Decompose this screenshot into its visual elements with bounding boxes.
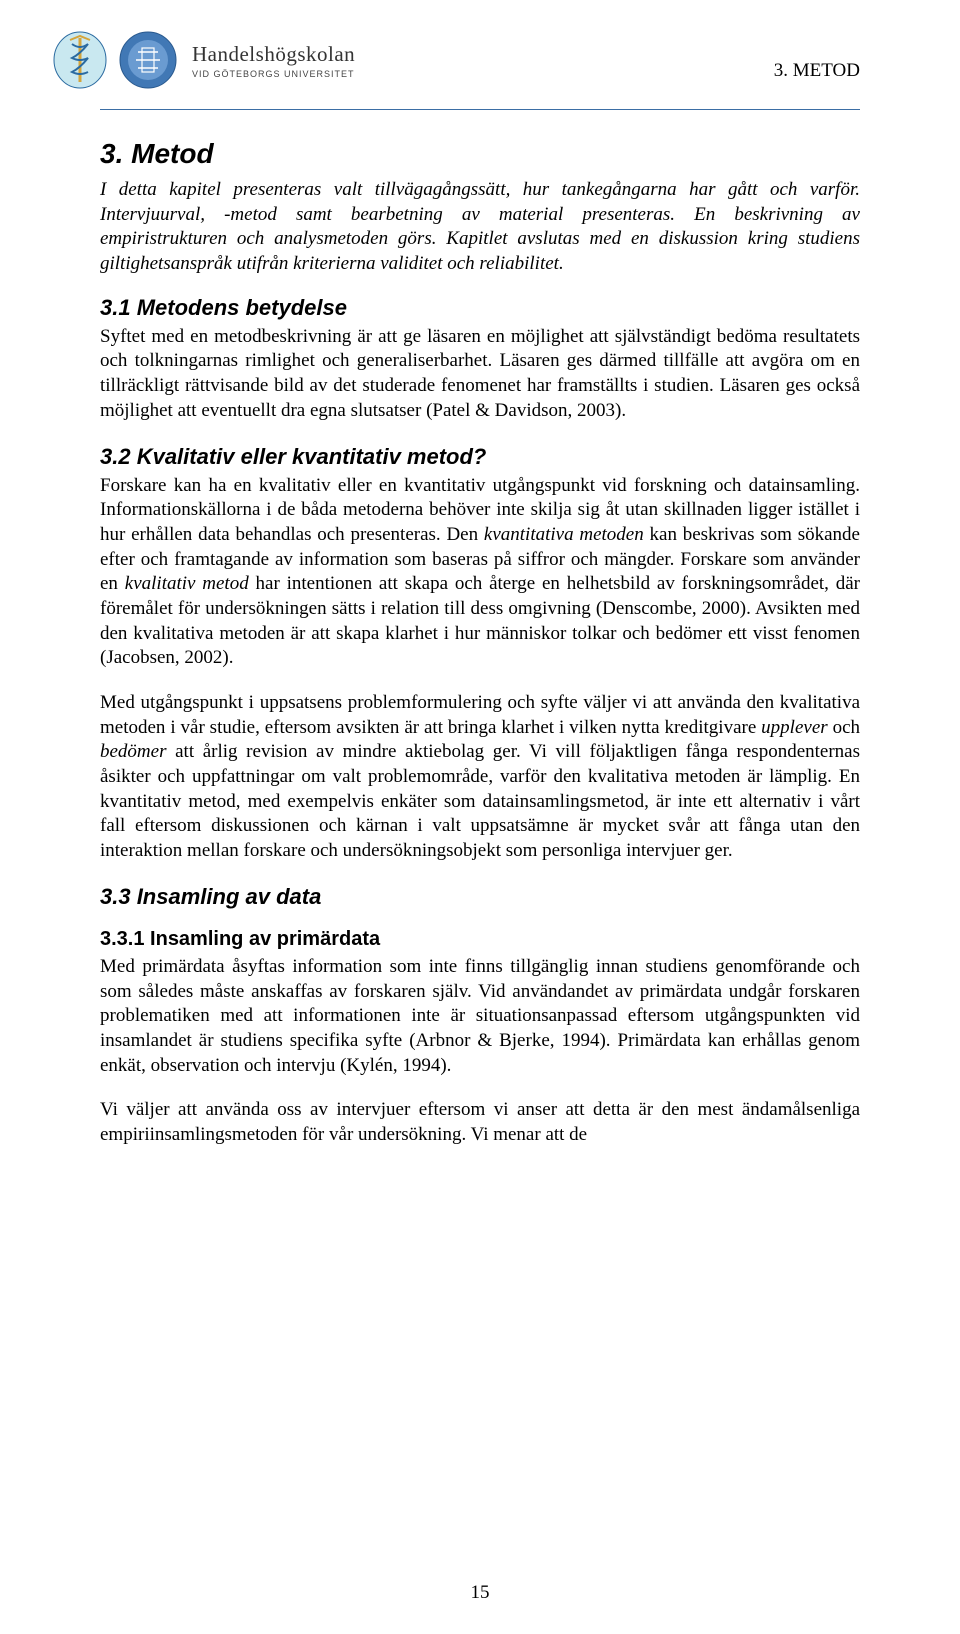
- heading-3-3: 3.3 Insamling av data: [100, 884, 860, 910]
- paragraph-3-2-1: Forskare kan ha en kvalitativ eller en k…: [100, 474, 860, 672]
- heading-metod: 3. Metod: [100, 138, 860, 170]
- page-header: Handelshögskolan VID GÖTEBORGS UNIVERSIT…: [100, 30, 860, 110]
- heading-3-1: 3.1 Metodens betydelse: [100, 295, 860, 321]
- text-italic: kvalitativ metod: [125, 573, 249, 594]
- school-name-block: Handelshögskolan VID GÖTEBORGS UNIVERSIT…: [192, 42, 355, 79]
- paragraph-3-2-2: Med utgångspunkt i uppsatsens problemfor…: [100, 691, 860, 864]
- text-italic: kvantitativa metoden: [484, 524, 644, 545]
- page-number: 15: [0, 1582, 960, 1604]
- school-title: Handelshögskolan: [192, 42, 355, 67]
- text-italic: bedömer: [100, 741, 166, 762]
- paragraph-3-3-1a: Med primärdata åsyftas information som i…: [100, 955, 860, 1078]
- text-run: Med utgångspunkt i uppsatsens problemfor…: [100, 692, 860, 738]
- paragraph-3-3-1b: Vi väljer att använda oss av intervjuer …: [100, 1098, 860, 1147]
- text-run: och: [828, 717, 860, 738]
- school-subtitle: VID GÖTEBORGS UNIVERSITET: [192, 69, 355, 79]
- chapter-label: 3. METOD: [774, 60, 860, 82]
- caduceus-emblem-icon: [50, 30, 110, 90]
- intro-paragraph: I detta kapitel presenteras valt tillväg…: [100, 178, 860, 277]
- text-run: att årlig revision av mindre aktiebolag …: [100, 741, 860, 861]
- page-content: 3. Metod I detta kapitel presenteras val…: [100, 138, 860, 1148]
- heading-3-2: 3.2 Kvalitativ eller kvantitativ metod?: [100, 444, 860, 470]
- university-seal-icon: [118, 30, 178, 90]
- text-italic: upplever: [761, 717, 827, 738]
- heading-3-3-1: 3.3.1 Insamling av primärdata: [100, 928, 860, 951]
- paragraph-3-1: Syftet med en metodbeskrivning är att ge…: [100, 325, 860, 424]
- header-logo-block: Handelshögskolan VID GÖTEBORGS UNIVERSIT…: [50, 30, 355, 90]
